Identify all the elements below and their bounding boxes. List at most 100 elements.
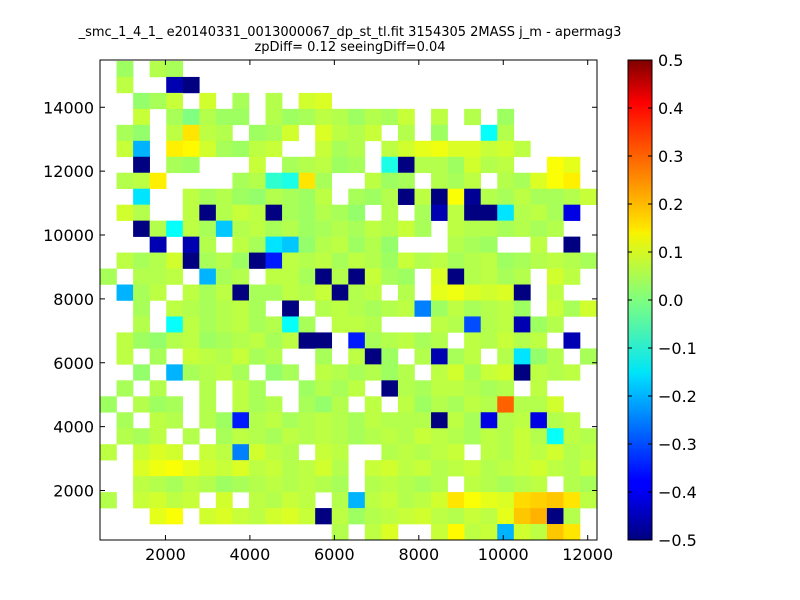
heatmap-cell	[397, 284, 415, 301]
heatmap-cell	[563, 188, 581, 205]
heatmap-cell	[166, 156, 184, 174]
heatmap-cell	[298, 92, 316, 110]
heatmap-cell	[298, 204, 316, 221]
heatmap-cell	[447, 316, 465, 333]
heatmap-cell	[232, 444, 250, 461]
heatmap-cell	[149, 508, 167, 525]
heatmap-cell	[348, 188, 366, 205]
heatmap-cell	[497, 492, 515, 509]
heatmap-cell	[166, 332, 184, 349]
heatmap-cell	[315, 108, 333, 126]
heatmap-cell	[149, 380, 167, 397]
heatmap-cell	[199, 108, 217, 126]
colorbar-tick-label: 0.0	[658, 291, 683, 310]
heatmap-cell	[199, 220, 217, 237]
heatmap-cell	[530, 444, 548, 461]
heatmap-cell	[364, 428, 382, 445]
heatmap-cell	[447, 252, 465, 269]
heatmap-cell	[215, 332, 233, 349]
heatmap-cell	[265, 396, 283, 413]
heatmap-cell	[546, 268, 564, 285]
heatmap-cell	[497, 204, 515, 221]
heatmap-cell	[348, 268, 366, 285]
heatmap-cell	[265, 252, 283, 269]
heatmap-cell	[182, 476, 200, 493]
heatmap-cell	[513, 172, 531, 189]
heatmap-cell	[497, 476, 515, 493]
heatmap-cell	[315, 460, 333, 477]
heatmap-cell	[298, 284, 316, 301]
heatmap-cell	[215, 428, 233, 445]
heatmap-cell	[265, 268, 283, 285]
heatmap-cell	[182, 428, 200, 445]
heatmap-cell	[513, 300, 531, 317]
heatmap-cell	[149, 332, 167, 349]
heatmap-cell	[100, 268, 117, 285]
heatmap-cell	[149, 220, 167, 237]
heatmap-cell	[397, 300, 415, 317]
x-axis: 2000 4000 6000 8000 10000 12000	[145, 60, 613, 564]
heatmap-cell	[414, 332, 432, 349]
heatmap-cell	[331, 508, 349, 525]
heatmap-cell	[563, 444, 581, 461]
heatmap-cell	[480, 524, 498, 540]
heatmap-cell	[315, 348, 333, 365]
heatmap-cell	[431, 252, 448, 269]
heatmap-cell	[364, 396, 382, 413]
heatmap-cell	[248, 348, 266, 365]
heatmap-cell	[149, 172, 167, 189]
heatmap-cell	[546, 316, 564, 333]
heatmap-cell	[315, 252, 333, 269]
heatmap-cell	[215, 220, 233, 237]
heatmap-cell	[464, 396, 482, 413]
colorbar-tick-label: −0.5	[658, 531, 697, 550]
heatmap-cell	[530, 252, 548, 269]
heatmap-cell	[397, 156, 415, 174]
chart-subtitle: zpDiff= 0.12 seeingDiff=0.04	[254, 40, 446, 55]
heatmap-cell	[331, 412, 349, 429]
heatmap-cell	[232, 412, 250, 429]
heatmap-cell	[530, 348, 548, 365]
heatmap-cell	[397, 188, 415, 205]
heatmap-cell	[298, 316, 316, 333]
heatmap-cell	[166, 444, 184, 461]
heatmap-cell	[464, 236, 482, 253]
heatmap-cell	[464, 428, 482, 445]
heatmap-cell	[232, 396, 250, 413]
heatmap-cell	[248, 380, 266, 397]
heatmap-cell	[166, 412, 184, 429]
heatmap-cell	[282, 460, 299, 477]
heatmap-cell	[447, 220, 465, 237]
heatmap-cell	[265, 444, 283, 461]
heatmap-cell	[166, 316, 184, 333]
heatmap-cell	[447, 412, 465, 429]
heatmap-cell	[546, 172, 564, 189]
heatmap-cell	[182, 252, 200, 269]
heatmap-cell	[133, 364, 150, 381]
heatmap-cell	[182, 300, 200, 317]
heatmap-cell	[381, 460, 399, 477]
heatmap-cell	[248, 508, 266, 525]
heatmap-cell	[182, 460, 200, 477]
heatmap-cell	[166, 492, 184, 509]
heatmap-cell	[464, 364, 482, 381]
heatmap-cell	[215, 508, 233, 525]
heatmap-cell	[315, 364, 333, 381]
heatmap-cell	[149, 348, 167, 365]
heatmap-cell	[431, 348, 448, 365]
heatmap-cell	[182, 236, 200, 253]
heatmap-cell	[381, 140, 399, 158]
heatmap-cell	[431, 332, 448, 349]
heatmap-cell	[133, 316, 150, 333]
heatmap-cell	[530, 220, 548, 237]
heatmap-cell	[116, 172, 134, 189]
heatmap-cell	[497, 428, 515, 445]
heatmap-cell	[364, 348, 382, 365]
heatmap-cell	[182, 332, 200, 349]
heatmap-cell	[364, 508, 382, 525]
heatmap-cell	[464, 220, 482, 237]
heatmap-cell	[199, 476, 217, 493]
heatmap-cell	[149, 396, 167, 413]
heatmap-cell	[431, 172, 448, 189]
heatmap-cell	[397, 268, 415, 285]
